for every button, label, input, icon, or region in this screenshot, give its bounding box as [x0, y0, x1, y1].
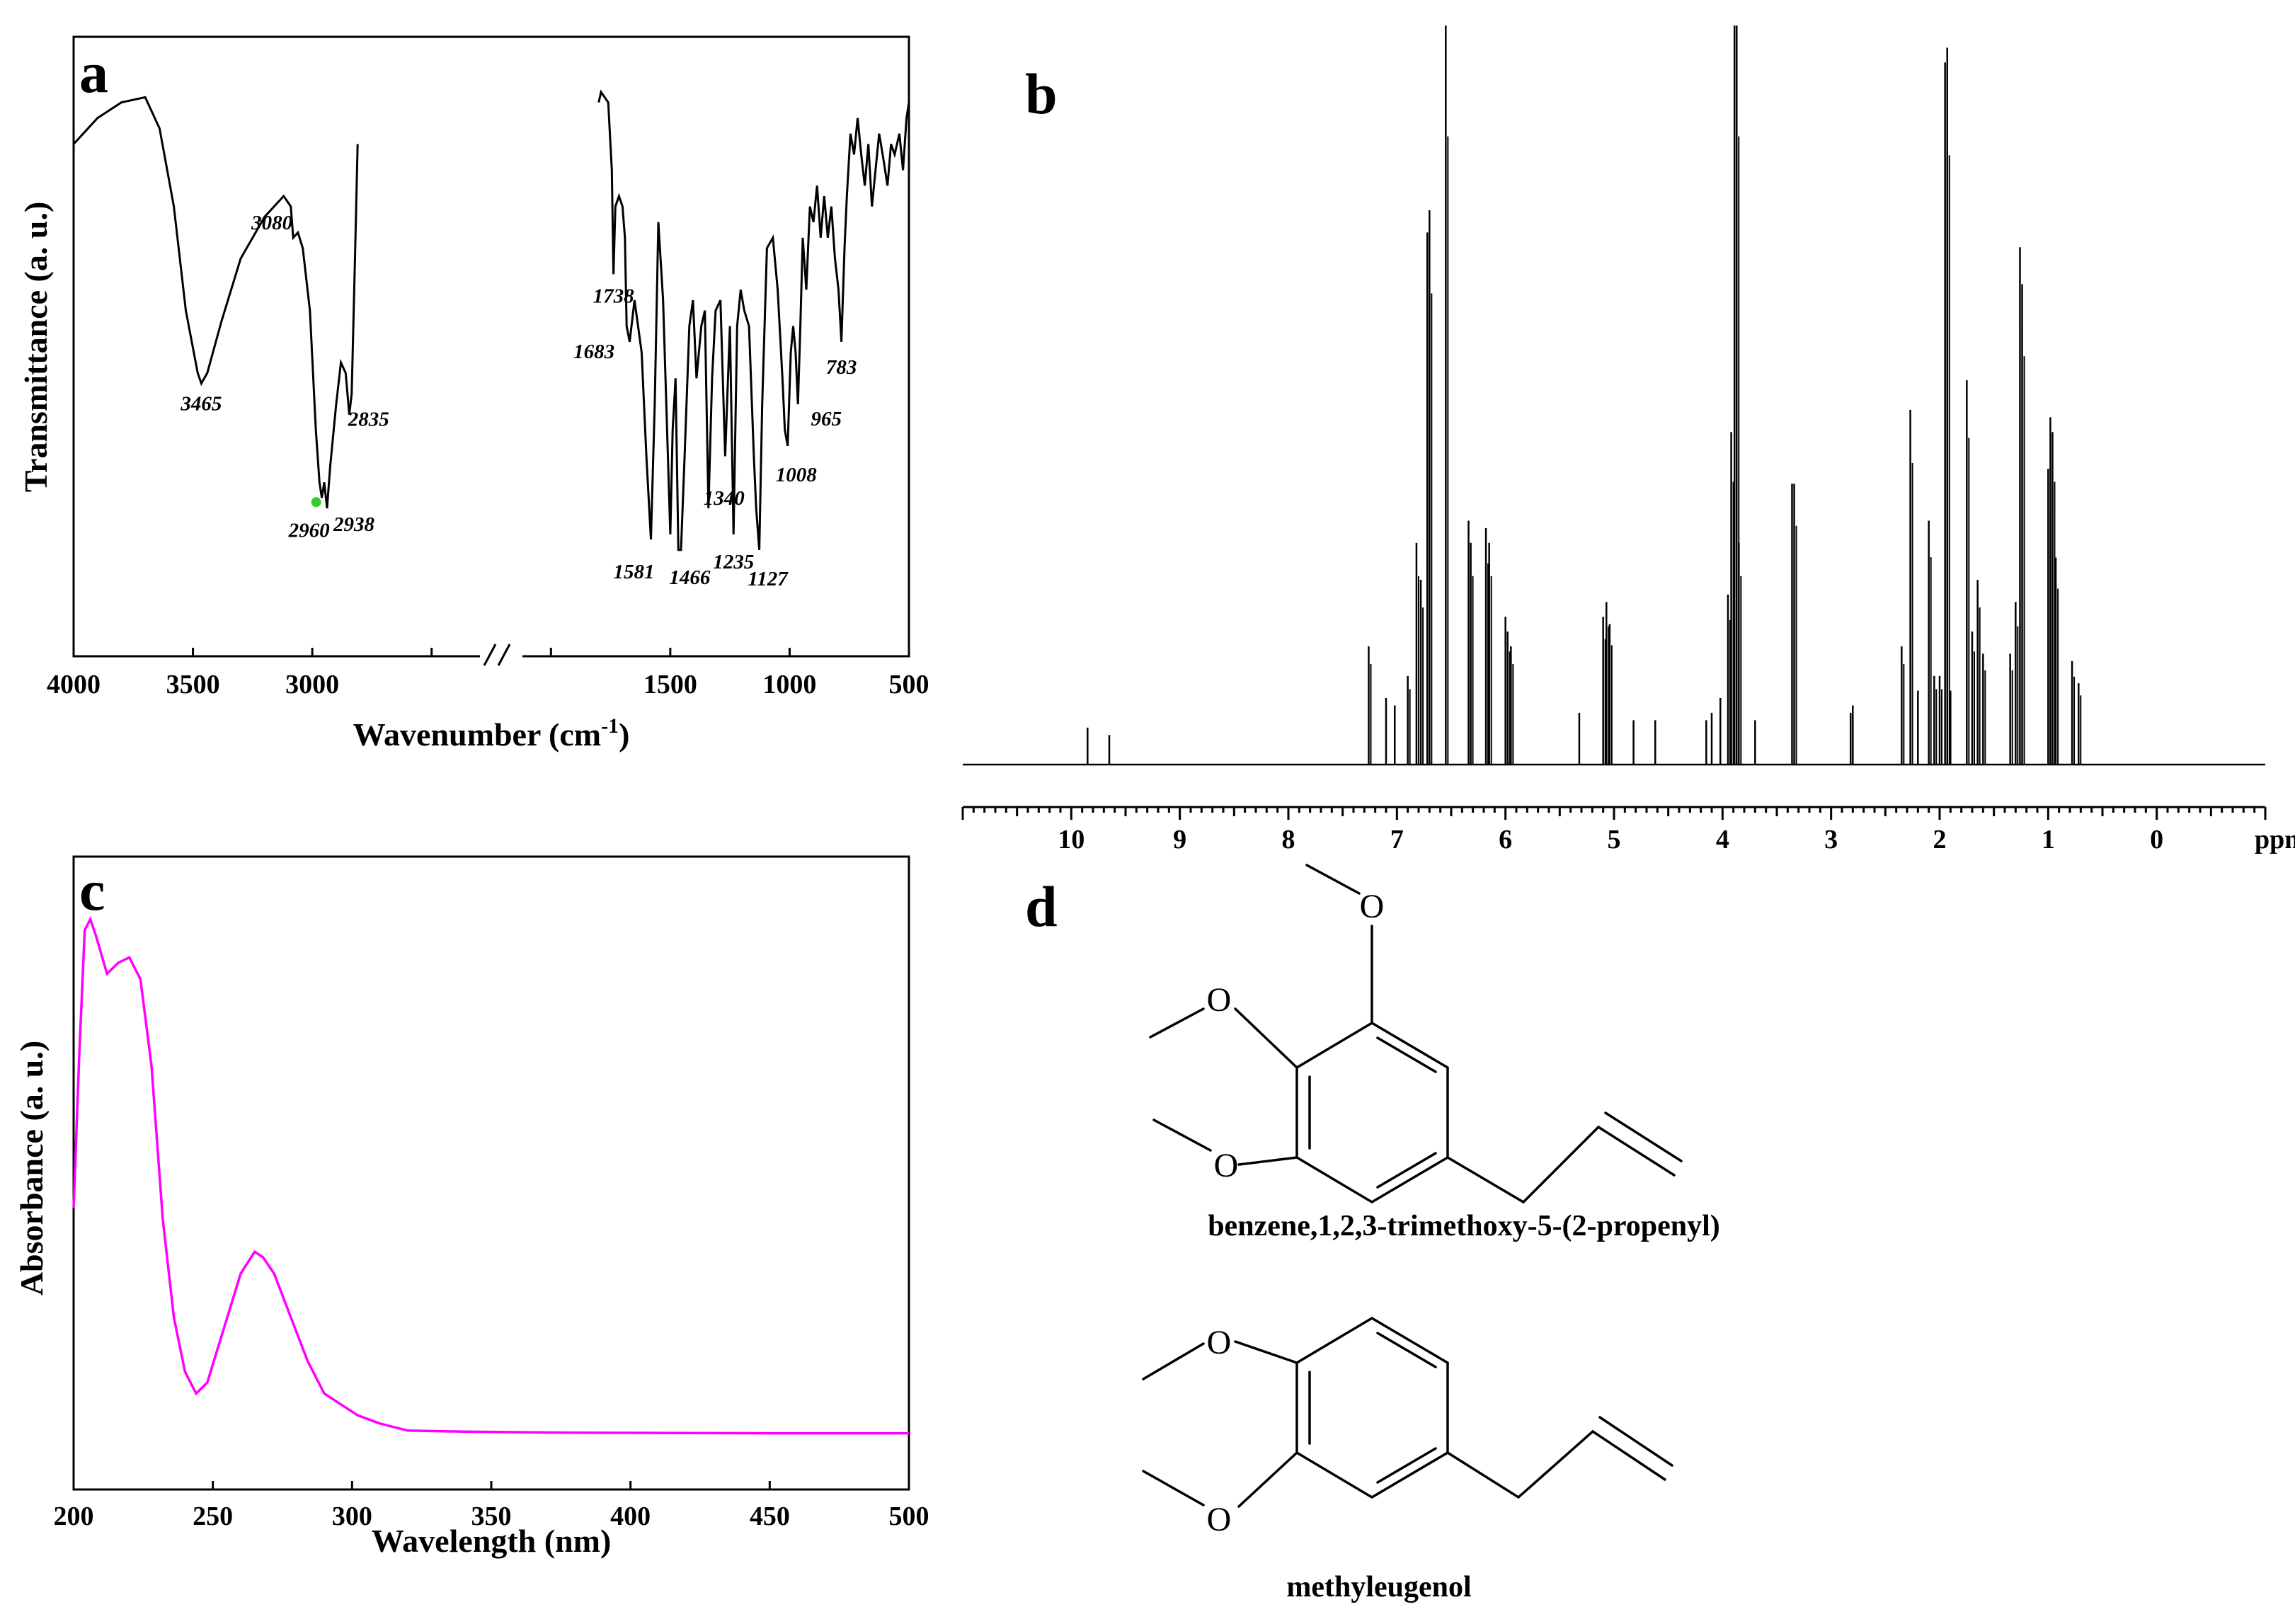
nmr-x-tick-label: 9	[1173, 825, 1186, 854]
uv-x-tick-label: 250	[193, 1502, 233, 1531]
uv-x-tick-label: 400	[610, 1502, 651, 1531]
nmr-x-tick-label: 5	[1608, 825, 1621, 854]
ftir-peak-label: 3465	[180, 393, 222, 416]
uv-x-tick-label: 300	[332, 1502, 372, 1531]
ftir-peak-label: 1008	[776, 464, 818, 486]
ftir-peak-label: 1235	[713, 551, 754, 573]
ftir-x-axis-title: Wavenumber (cm-1)	[353, 714, 630, 753]
compound1-name: benzene,1,2,3-trimethoxy-5-(2-propenyl)	[1208, 1210, 1720, 1242]
nmr-x-tick-label: 2	[1933, 825, 1947, 854]
uv-x-tick-label: 500	[889, 1502, 929, 1531]
uv-x-tick-label: 450	[750, 1502, 790, 1531]
atom-o3: O	[1214, 1147, 1239, 1184]
ftir-axis-break	[480, 641, 522, 669]
nmr-x-tick-label: 3	[1824, 825, 1838, 854]
ftir-peak-label: 1738	[593, 285, 635, 307]
ftir-peak-label: 1683	[573, 341, 614, 363]
ftir-spectrum-line	[72, 96, 359, 509]
panel-label-b: b	[1025, 62, 1058, 126]
ftir-peak-label: 783	[826, 356, 857, 379]
uv-y-axis-title: Absorbance (a. u.)	[13, 1041, 50, 1296]
structures-panel: O O O benzene,1,2,3-trimethoxy-5-(2-prop…	[1142, 864, 1720, 1603]
nmr-unit-label: ppm	[2255, 825, 2295, 854]
atom-o2: O	[1207, 981, 1232, 1019]
atom-o4: O	[1207, 1324, 1232, 1361]
ftir-chart: 4000 3500 3000 1500 1000 500 3465 3080 2960 2938…	[18, 35, 929, 753]
ftir-plot-frame	[72, 35, 910, 658]
ftir-x-tick-label: 4000	[47, 670, 101, 699]
uv-chart: 200 250 300 350 400 450 500 Wavelength (nm) Ab…	[13, 855, 929, 1559]
atom-o1: O	[1360, 888, 1385, 925]
ftir-x-tick-label: 500	[889, 670, 929, 699]
nmr-x-tick-label: 10	[1058, 825, 1084, 854]
ftir-spectrum-line	[597, 89, 910, 551]
panel-label-c: c	[79, 858, 105, 922]
uv-spectrum-line	[72, 916, 909, 1435]
uv-x-tick-label: 200	[54, 1502, 94, 1531]
nmr-x-tick-label: 0	[2150, 825, 2163, 854]
compound2-name: methyleugenol	[1286, 1571, 1471, 1603]
ftir-peak-label: 1340	[704, 487, 745, 510]
ftir-peak-label: 1466	[669, 566, 711, 589]
nmr-x-tick-label: 1	[2042, 825, 2055, 854]
ftir-y-axis-title: Transmittance (a. u.)	[18, 202, 54, 493]
ftir-x-tick-label: 3000	[285, 670, 339, 699]
ftir-peak-label: 1127	[748, 568, 789, 590]
structure-trimethoxy-allylbenzene: O O O	[1149, 864, 1683, 1204]
nmr-x-tick-label: 4	[1716, 825, 1729, 854]
ftir-x-tick-label: 3500	[166, 670, 220, 699]
ftir-peak-label: 1581	[614, 561, 655, 583]
uv-x-axis-title: Wavelength (nm)	[372, 1523, 612, 1559]
structure-methyleugenol: O O	[1142, 1316, 1673, 1538]
ftir-marker-2960	[311, 497, 321, 508]
ftir-peak-label: 2835	[348, 408, 389, 430]
panel-label-a: a	[79, 40, 108, 105]
nmr-x-tick-label: 7	[1390, 825, 1404, 854]
uv-plot-frame	[72, 855, 910, 1491]
panel-label-d: d	[1025, 874, 1058, 939]
ftir-peak-label: 965	[811, 408, 842, 430]
ftir-x-tick-label: 1500	[643, 670, 697, 699]
nmr-x-tick-label: 6	[1499, 825, 1512, 854]
ftir-x-tick-label: 1000	[762, 670, 816, 699]
ftir-peak-label: 2960	[288, 519, 330, 542]
ftir-peak-label: 3080	[251, 212, 292, 234]
uv-x-tick-label: 350	[471, 1502, 512, 1531]
ftir-peak-label: 2938	[333, 513, 375, 536]
atom-o5: O	[1207, 1501, 1232, 1538]
nmr-x-tick-label: 8	[1282, 825, 1295, 854]
